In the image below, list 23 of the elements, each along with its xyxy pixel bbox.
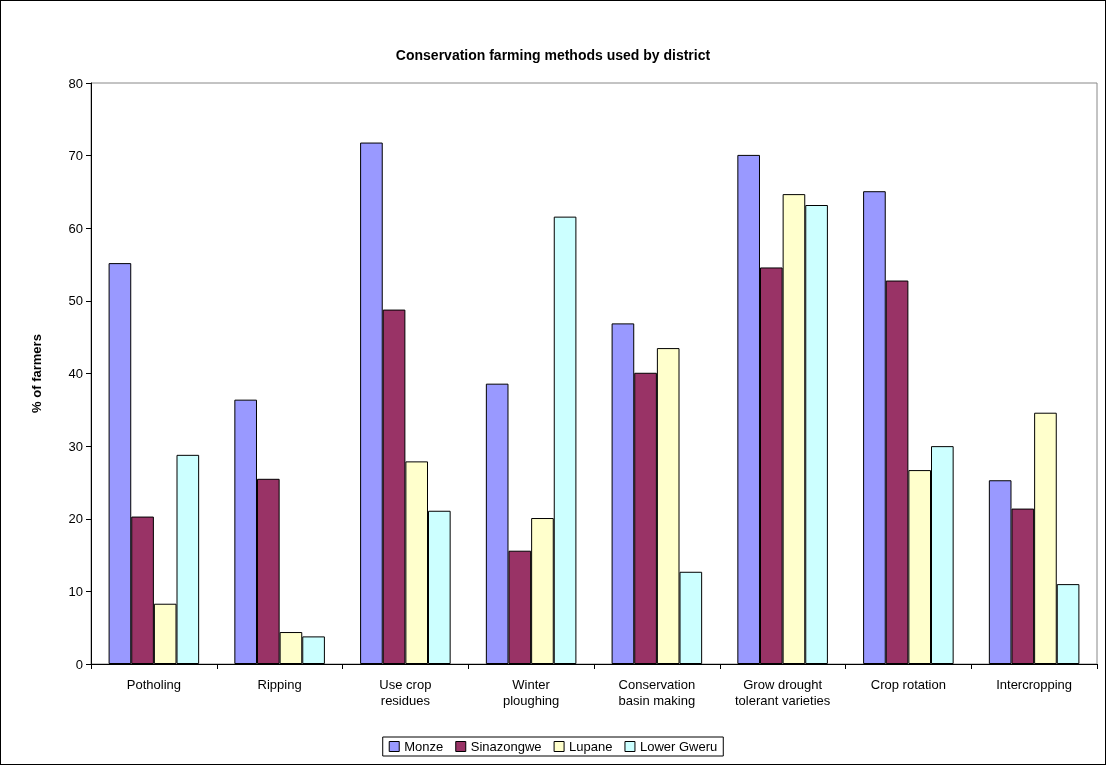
x-tick-label: Winter ploughing <box>502 676 560 708</box>
x-tick-label: Use crop residues <box>379 676 432 708</box>
y-tick-label: 70 <box>68 148 83 164</box>
y-tick-label: 80 <box>68 75 83 91</box>
x-tick-label: Conservation basin making <box>618 676 696 708</box>
x-tick-label: Grow drought tolerant varieties <box>734 676 831 708</box>
legend-label: Monze <box>404 739 444 754</box>
legend-label: Lower Gweru <box>639 739 718 754</box>
y-tick-label: 30 <box>68 438 83 454</box>
legend-label: Sinazongwe <box>470 739 542 754</box>
chart-title: Conservation farming methods used by district <box>395 47 711 63</box>
y-tick-label: 60 <box>68 220 83 236</box>
x-tick-label: Intercropping <box>996 676 1073 692</box>
y-axis-title: % of farmers <box>29 334 44 413</box>
y-tick-label: 20 <box>68 511 83 527</box>
y-tick-label: 50 <box>68 293 83 309</box>
legend-label: Lupane <box>569 739 613 754</box>
x-tick-label: Crop rotation <box>870 676 946 692</box>
y-tick-label: 40 <box>68 366 83 381</box>
y-tick-label: 10 <box>68 583 83 599</box>
y-tick-label: 0 <box>75 656 83 672</box>
x-tick-label: Ripping <box>257 676 302 692</box>
x-tick-label: Potholing <box>126 676 181 692</box>
